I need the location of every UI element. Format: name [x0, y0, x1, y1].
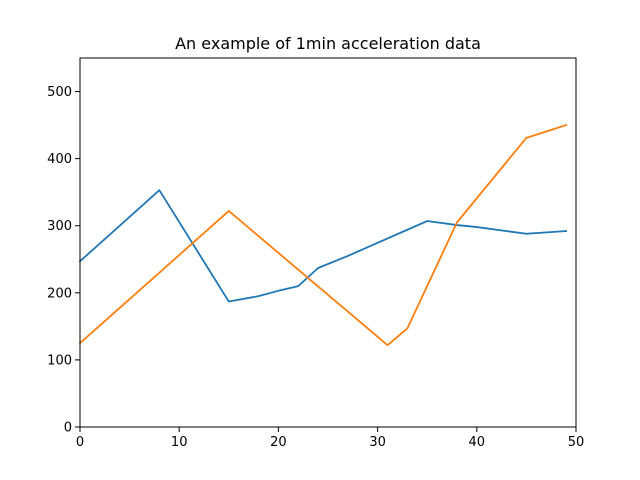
- x-tick-label: 50: [568, 435, 585, 450]
- y-tick-label: 400: [47, 152, 72, 167]
- y-tick-label: 200: [47, 286, 72, 301]
- x-tick-label: 40: [469, 435, 486, 450]
- x-tick-label: 20: [270, 435, 287, 450]
- series-line-1: [78, 189, 568, 303]
- x-tick-label: 10: [171, 435, 188, 450]
- axes-frame: [79, 57, 577, 428]
- x-tick-label: 30: [369, 435, 386, 450]
- series-line-2: [78, 123, 568, 347]
- y-tick-label: 500: [47, 85, 72, 100]
- y-tick-label: 100: [47, 353, 72, 368]
- x-tick-label: 0: [76, 435, 84, 450]
- y-tick-label: 0: [64, 421, 72, 436]
- chart-title: An example of 1min acceleration data: [175, 34, 481, 53]
- y-tick-label: 300: [47, 219, 72, 234]
